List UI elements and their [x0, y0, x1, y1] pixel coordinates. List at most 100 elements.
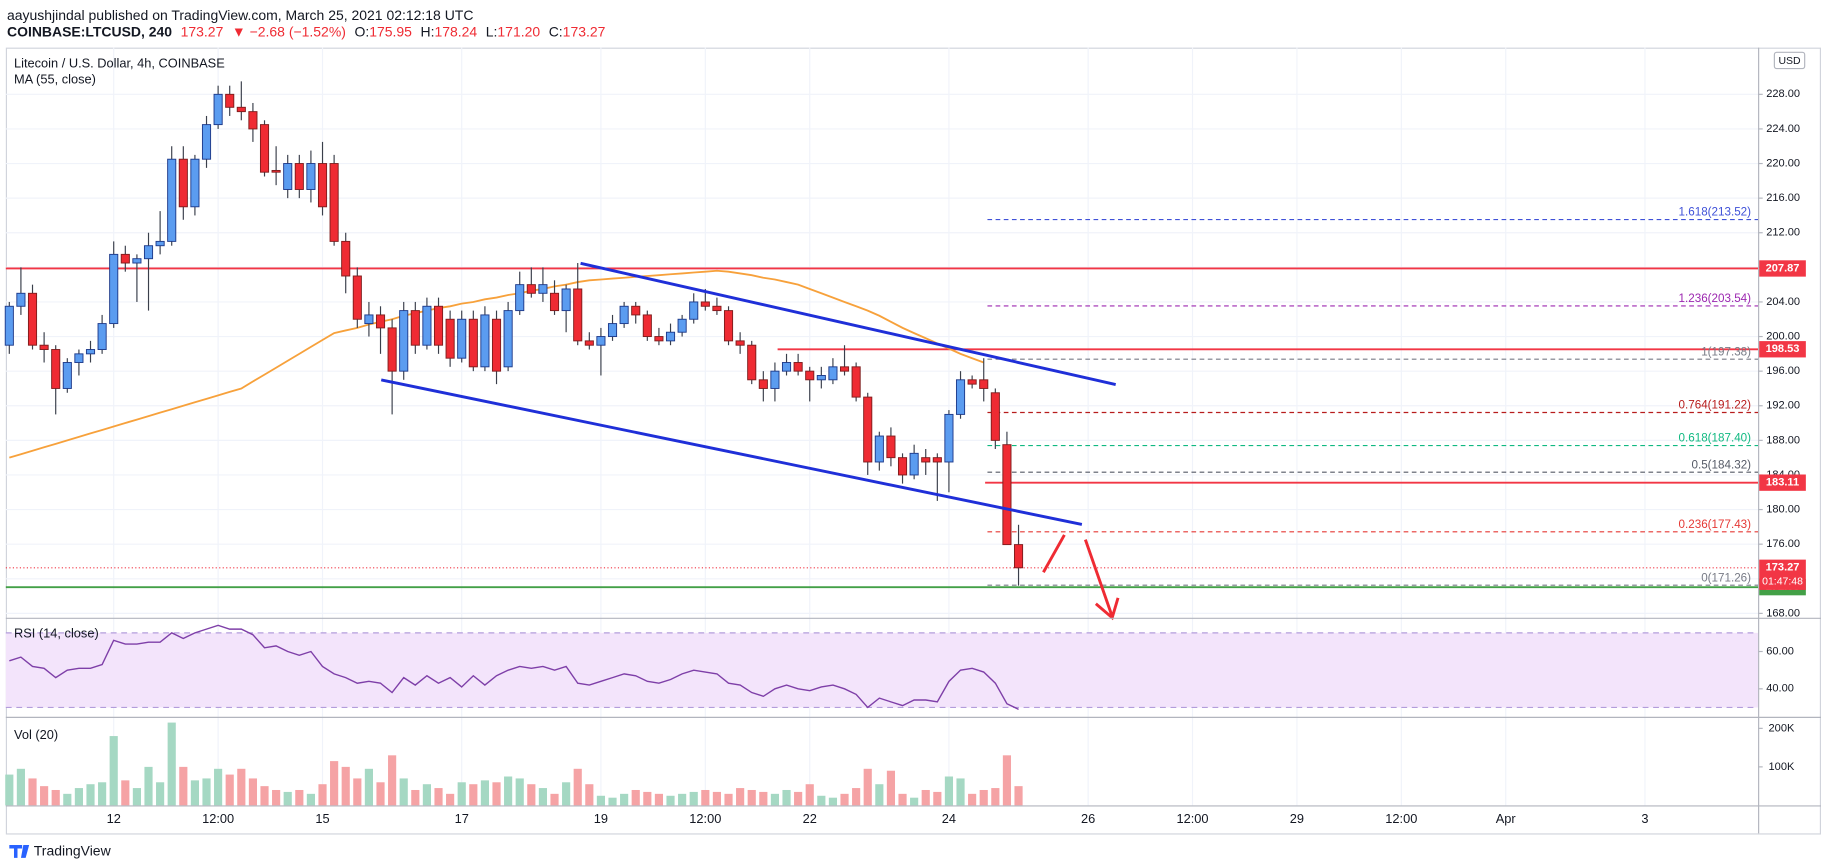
candle-body — [491, 318, 502, 372]
volume-bar — [701, 789, 710, 806]
candle-body — [306, 163, 316, 190]
candle-body — [921, 457, 931, 463]
last-price-label: 173.27 — [1766, 562, 1800, 574]
volume-bar — [98, 782, 107, 806]
candle-body — [39, 344, 49, 350]
price-change: ▼ −2.68 (−1.52%) — [232, 23, 346, 39]
volume-bar — [376, 782, 385, 806]
candle-body — [909, 452, 919, 476]
volume-bar — [469, 784, 478, 806]
y-tick-label: 188.00 — [1766, 434, 1800, 446]
x-tick-label: 29 — [1290, 811, 1304, 826]
fib-label: 0.5(184.32) — [1692, 458, 1752, 471]
candle-body — [967, 379, 977, 385]
candle-body — [375, 314, 386, 329]
volume-bar — [504, 776, 513, 806]
candle-body — [190, 158, 200, 208]
countdown-label: 01:47:48 — [1762, 577, 1803, 588]
candle-body — [839, 366, 850, 372]
volume-bar — [782, 789, 791, 806]
x-tick-label: Apr — [1496, 811, 1517, 826]
volume-bar — [16, 768, 25, 806]
volume-bar — [596, 795, 606, 806]
volume-bar — [179, 766, 188, 806]
volume-bar — [678, 793, 687, 806]
candle-body — [816, 375, 826, 381]
y-tick-label: 204.00 — [1766, 296, 1800, 308]
volume-bar — [515, 778, 524, 806]
volume-bar — [840, 793, 849, 806]
fib-label: 0.236(177.43) — [1679, 518, 1752, 531]
volume-bar — [968, 793, 977, 806]
fib-label: 0.618(187.40) — [1679, 432, 1752, 445]
volume-bar — [1002, 755, 1012, 806]
volume-tick-label: 200K — [1769, 722, 1795, 734]
candle-body — [631, 305, 641, 316]
candle-body — [561, 288, 571, 312]
candle-body — [526, 284, 536, 294]
level-label-box — [1759, 474, 1806, 491]
moving-average — [9, 269, 985, 459]
x-tick-label: 17 — [455, 811, 469, 826]
volume-bar — [573, 768, 582, 806]
volume-bar — [852, 788, 861, 806]
candle-body — [27, 292, 38, 346]
candle-body — [120, 253, 130, 264]
y-tick-label: 192.00 — [1766, 400, 1800, 412]
candle-body — [538, 284, 548, 294]
fib-label: 1(197.38) — [1701, 345, 1751, 358]
candle-body — [422, 305, 432, 346]
level-label: 207.87 — [1766, 262, 1800, 274]
volume-bar — [736, 788, 745, 806]
volume-bar — [759, 791, 768, 806]
x-tick-label: 26 — [1081, 811, 1095, 826]
candle-body — [352, 275, 362, 320]
candle-body — [364, 314, 374, 325]
volume-bar — [956, 778, 965, 806]
symbol: COINBASE:LTCUSD, 240 — [7, 23, 172, 39]
candle-body — [16, 292, 26, 307]
candle-body — [85, 349, 96, 355]
volume-bar — [492, 782, 501, 806]
candle-body — [607, 323, 618, 338]
levels — [5, 219, 1759, 709]
volume-bar — [51, 789, 60, 806]
rsi-label: RSI (14, close) — [14, 625, 99, 640]
y-tick-label: 180.00 — [1766, 503, 1800, 515]
volume-bar — [121, 780, 130, 806]
y-tick-label: 200.00 — [1766, 330, 1800, 342]
volume-bar — [28, 778, 37, 806]
candle-body — [109, 253, 119, 325]
volume-bar — [318, 784, 327, 806]
volume-bar — [724, 793, 733, 806]
candle-body — [143, 245, 154, 260]
brand-logo — [9, 845, 30, 858]
y-tick-label: 196.00 — [1766, 365, 1800, 377]
rsi-tick-label: 40.00 — [1766, 683, 1794, 695]
rsi-line — [9, 624, 1019, 710]
candle-body — [62, 362, 72, 389]
candle-body — [851, 366, 861, 398]
volume-bar — [190, 780, 199, 806]
candle-body — [863, 396, 873, 463]
volume-bar — [921, 789, 930, 806]
candle-body — [584, 340, 594, 346]
candle-body — [329, 163, 339, 242]
ohlc-key: L: — [486, 23, 498, 39]
volume-bar — [817, 795, 826, 806]
candle-body — [665, 331, 676, 342]
volume-bar — [63, 793, 72, 806]
volume-label: Vol (20) — [14, 727, 58, 742]
volume-bar — [875, 784, 884, 806]
volume-bar — [585, 784, 594, 806]
currency-box[interactable] — [1773, 51, 1806, 70]
volume-bar — [562, 782, 571, 806]
candle-body — [236, 106, 246, 113]
volume-bar — [654, 793, 664, 806]
volume-bar — [898, 793, 907, 806]
volume-bar — [620, 793, 629, 806]
volume-bar — [979, 789, 988, 806]
volume-bar — [933, 791, 942, 806]
